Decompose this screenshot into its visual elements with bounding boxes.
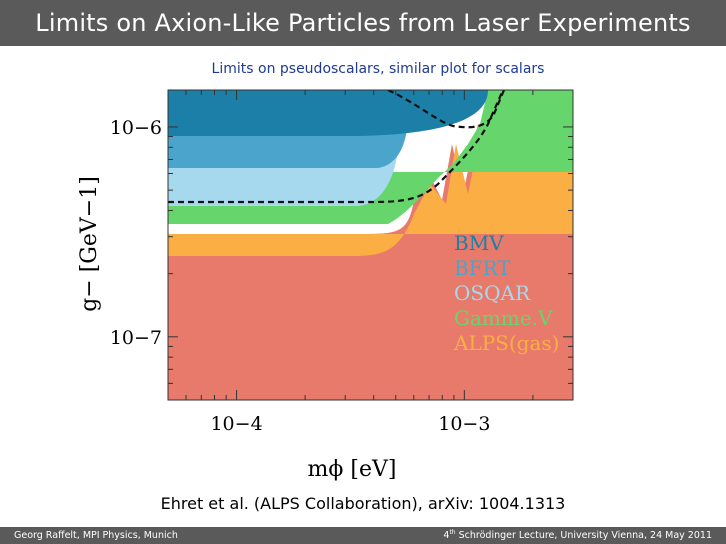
- x-axis-label: mϕ [eV]: [308, 457, 397, 482]
- footer: Georg Raffelt, MPI Physics, Munich 4th S…: [0, 527, 726, 544]
- exclusion-plot-svg: 10−4 10−3 10−7 10−6 mϕ [eV] g− [GeV−1] BMVB…: [77, 89, 574, 482]
- y-tick-label: 10−6: [110, 117, 162, 139]
- axis-ticks: [167, 90, 574, 401]
- footer-right-post: Schrödinger Lecture, University Vienna, …: [455, 530, 712, 542]
- legend-entry: BFRT: [454, 256, 511, 280]
- legend-entry: OSQAR: [454, 281, 531, 305]
- footer-right: 4th Schrödinger Lecture, University Vien…: [443, 529, 712, 541]
- tick-labels: 10−4 10−3 10−7 10−6: [110, 117, 491, 435]
- region-alps-gas: [168, 90, 573, 256]
- footer-right-sup: th: [449, 529, 456, 537]
- legend-entry: Gamme.V: [454, 306, 553, 330]
- legend-entry: ALPS: [453, 356, 509, 380]
- x-tick-label: 10−3: [438, 413, 490, 435]
- exclusion-plot: 10−4 10−3 10−7 10−6 mϕ [eV] g− [GeV−1] BMV B…: [58, 84, 598, 484]
- x-tick-label: 10−4: [210, 413, 262, 435]
- slide-subtitle: Limits on pseudoscalars, similar plot fo…: [211, 61, 545, 77]
- slide-title: Limits on Axion-Like Particles from Lase…: [0, 0, 726, 46]
- legend-entry: ALPS(gas): [453, 331, 559, 355]
- y-tick-label: 10−7: [110, 327, 162, 349]
- dashed-curve-1: [387, 90, 506, 129]
- citation: Ehret et al. (ALPS Collaboration), arXiv…: [160, 494, 566, 513]
- footer-left: Georg Raffelt, MPI Physics, Munich: [14, 530, 178, 541]
- plot-frame: [167, 89, 574, 401]
- dashed-curve-2: [168, 90, 505, 204]
- legend-entry: BMV: [454, 231, 504, 255]
- y-axis-label: g− [GeV−1]: [77, 176, 102, 312]
- footer-right-pre: 4: [443, 530, 450, 542]
